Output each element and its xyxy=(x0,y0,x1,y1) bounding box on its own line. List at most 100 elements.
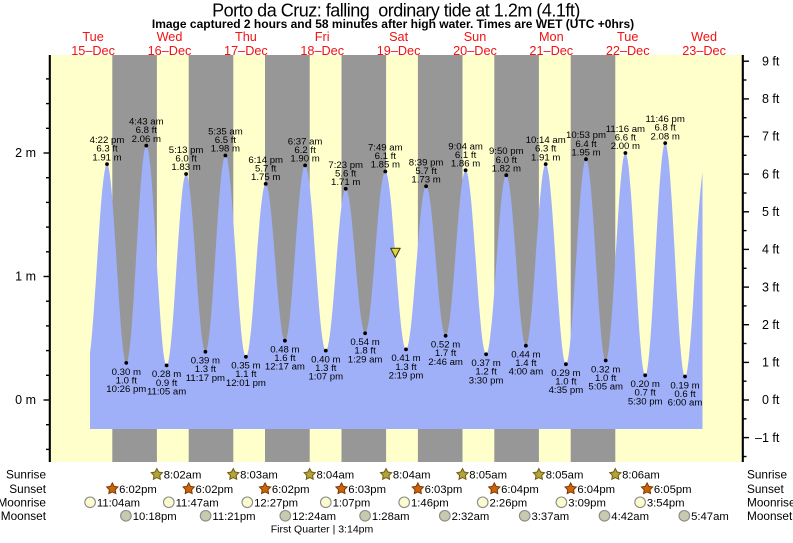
svg-text:6.3 ft: 6.3 ft xyxy=(535,144,557,155)
svg-text:2 m: 2 m xyxy=(15,146,36,160)
svg-text:Mon: Mon xyxy=(539,30,564,44)
svg-text:2.00 m: 2.00 m xyxy=(611,141,640,152)
svg-text:6.0 ft: 6.0 ft xyxy=(175,154,197,165)
svg-text:0.54 m: 0.54 m xyxy=(350,337,379,348)
svg-text:7 ft: 7 ft xyxy=(762,130,780,144)
svg-text:Moonrise: Moonrise xyxy=(0,495,46,509)
svg-text:5.7 ft: 5.7 ft xyxy=(255,164,277,175)
svg-text:0.40 m: 0.40 m xyxy=(311,354,340,365)
svg-text:Sunrise: Sunrise xyxy=(747,468,787,482)
svg-text:8:03am: 8:03am xyxy=(240,470,278,482)
svg-text:1.90 m: 1.90 m xyxy=(290,154,319,165)
svg-text:2:46 am: 2:46 am xyxy=(428,357,463,368)
svg-text:8:05am: 8:05am xyxy=(546,470,584,482)
svg-text:6:03pm: 6:03pm xyxy=(348,484,386,496)
svg-text:–1 ft: –1 ft xyxy=(755,431,780,445)
svg-text:4:00 am: 4:00 am xyxy=(509,367,544,378)
svg-text:3:30 pm: 3:30 pm xyxy=(469,375,504,386)
svg-text:1.91 m: 1.91 m xyxy=(531,152,560,163)
svg-text:7:49 am: 7:49 am xyxy=(368,143,403,154)
svg-text:6:00 am: 6:00 am xyxy=(668,398,703,409)
svg-text:6:37 am: 6:37 am xyxy=(288,136,323,147)
svg-text:6.2 ft: 6.2 ft xyxy=(294,145,316,156)
svg-text:Tue: Tue xyxy=(617,30,638,44)
svg-text:6:14 pm: 6:14 pm xyxy=(248,155,283,166)
svg-text:1.2 ft: 1.2 ft xyxy=(475,367,497,378)
svg-text:9 ft: 9 ft xyxy=(762,54,780,68)
svg-text:6.6 ft: 6.6 ft xyxy=(615,133,637,144)
svg-text:1.75 m: 1.75 m xyxy=(251,172,280,183)
svg-text:Sunrise: Sunrise xyxy=(6,468,46,482)
svg-text:6.3 ft: 6.3 ft xyxy=(96,144,118,155)
svg-text:4:35 pm: 4:35 pm xyxy=(549,385,584,396)
svg-text:0.44 m: 0.44 m xyxy=(511,350,540,361)
svg-text:1.1 ft: 1.1 ft xyxy=(235,369,257,380)
svg-text:1.8 ft: 1.8 ft xyxy=(354,346,376,357)
svg-text:1.82 m: 1.82 m xyxy=(492,163,521,174)
svg-text:0 ft: 0 ft xyxy=(762,393,780,407)
svg-text:10:18pm: 10:18pm xyxy=(133,511,177,523)
svg-text:9:04 am: 9:04 am xyxy=(448,141,483,152)
svg-text:0.20 m: 0.20 m xyxy=(631,379,660,390)
svg-text:4:42am: 4:42am xyxy=(611,511,649,523)
svg-text:19–Dec: 19–Dec xyxy=(377,44,421,58)
svg-text:2 ft: 2 ft xyxy=(762,318,780,332)
svg-text:5:35 am: 5:35 am xyxy=(208,127,243,138)
svg-text:2.06 m: 2.06 m xyxy=(132,134,161,145)
svg-text:12:24am: 12:24am xyxy=(292,511,336,523)
svg-text:1.91 m: 1.91 m xyxy=(92,152,121,163)
svg-text:11:47am: 11:47am xyxy=(176,497,219,509)
svg-text:Sat: Sat xyxy=(389,30,409,44)
svg-text:3:54pm: 3:54pm xyxy=(647,497,685,509)
svg-text:6:02pm: 6:02pm xyxy=(196,484,234,496)
svg-text:Sun: Sun xyxy=(464,30,487,44)
svg-text:Thu: Thu xyxy=(235,30,257,44)
svg-text:10:14 am: 10:14 am xyxy=(526,135,566,146)
svg-text:8:05am: 8:05am xyxy=(469,470,507,482)
svg-text:0.19 m: 0.19 m xyxy=(670,380,699,391)
svg-text:16–Dec: 16–Dec xyxy=(148,44,192,58)
svg-text:6:02pm: 6:02pm xyxy=(272,484,310,496)
svg-text:8 ft: 8 ft xyxy=(762,92,780,106)
svg-text:0.35 m: 0.35 m xyxy=(231,361,260,372)
svg-text:2:32am: 2:32am xyxy=(452,511,490,523)
svg-text:2:26pm: 2:26pm xyxy=(490,497,528,509)
svg-text:6.1 ft: 6.1 ft xyxy=(375,151,397,162)
svg-text:1.7 ft: 1.7 ft xyxy=(435,348,457,359)
svg-text:2.08 m: 2.08 m xyxy=(651,131,680,142)
svg-text:1:07pm: 1:07pm xyxy=(333,497,371,509)
svg-text:1.0 ft: 1.0 ft xyxy=(116,375,138,386)
svg-text:1.71 m: 1.71 m xyxy=(331,177,360,188)
svg-text:6:05pm: 6:05pm xyxy=(654,484,692,496)
svg-text:4:22 pm: 4:22 pm xyxy=(90,135,125,146)
svg-text:11:04am: 11:04am xyxy=(97,497,140,509)
svg-text:0.52 m: 0.52 m xyxy=(431,340,460,351)
svg-text:1 ft: 1 ft xyxy=(762,356,780,370)
svg-text:6:04pm: 6:04pm xyxy=(577,484,615,496)
svg-text:5 ft: 5 ft xyxy=(762,205,780,219)
svg-text:Sunset: Sunset xyxy=(747,482,784,496)
svg-text:6.0 ft: 6.0 ft xyxy=(496,155,518,166)
svg-text:Wed: Wed xyxy=(691,30,717,44)
svg-text:11:46 pm: 11:46 pm xyxy=(646,114,685,125)
svg-text:1.3 ft: 1.3 ft xyxy=(395,362,417,373)
svg-text:Sunset: Sunset xyxy=(9,482,46,496)
svg-text:0.29 m: 0.29 m xyxy=(551,368,580,379)
svg-text:0.6 ft: 0.6 ft xyxy=(674,389,696,400)
svg-text:1.6 ft: 1.6 ft xyxy=(274,353,296,364)
svg-text:5:05 am: 5:05 am xyxy=(588,382,623,393)
svg-text:11:05 am: 11:05 am xyxy=(147,386,186,397)
svg-text:4 ft: 4 ft xyxy=(762,243,780,257)
svg-text:1.4 ft: 1.4 ft xyxy=(515,358,537,369)
svg-text:6:02pm: 6:02pm xyxy=(119,484,157,496)
svg-text:11:16 am: 11:16 am xyxy=(606,124,645,135)
svg-text:0.28 m: 0.28 m xyxy=(152,369,181,380)
svg-text:23–Dec: 23–Dec xyxy=(682,44,726,58)
svg-text:1.86 m: 1.86 m xyxy=(451,159,480,170)
svg-text:Moonset: Moonset xyxy=(747,509,793,523)
svg-text:1.95 m: 1.95 m xyxy=(571,147,600,158)
svg-text:1:28am: 1:28am xyxy=(372,511,410,523)
svg-text:1.0 ft: 1.0 ft xyxy=(555,377,577,388)
svg-text:Moonrise: Moonrise xyxy=(747,495,793,509)
svg-text:First Quarter | 3:14pm: First Quarter | 3:14pm xyxy=(271,524,374,536)
